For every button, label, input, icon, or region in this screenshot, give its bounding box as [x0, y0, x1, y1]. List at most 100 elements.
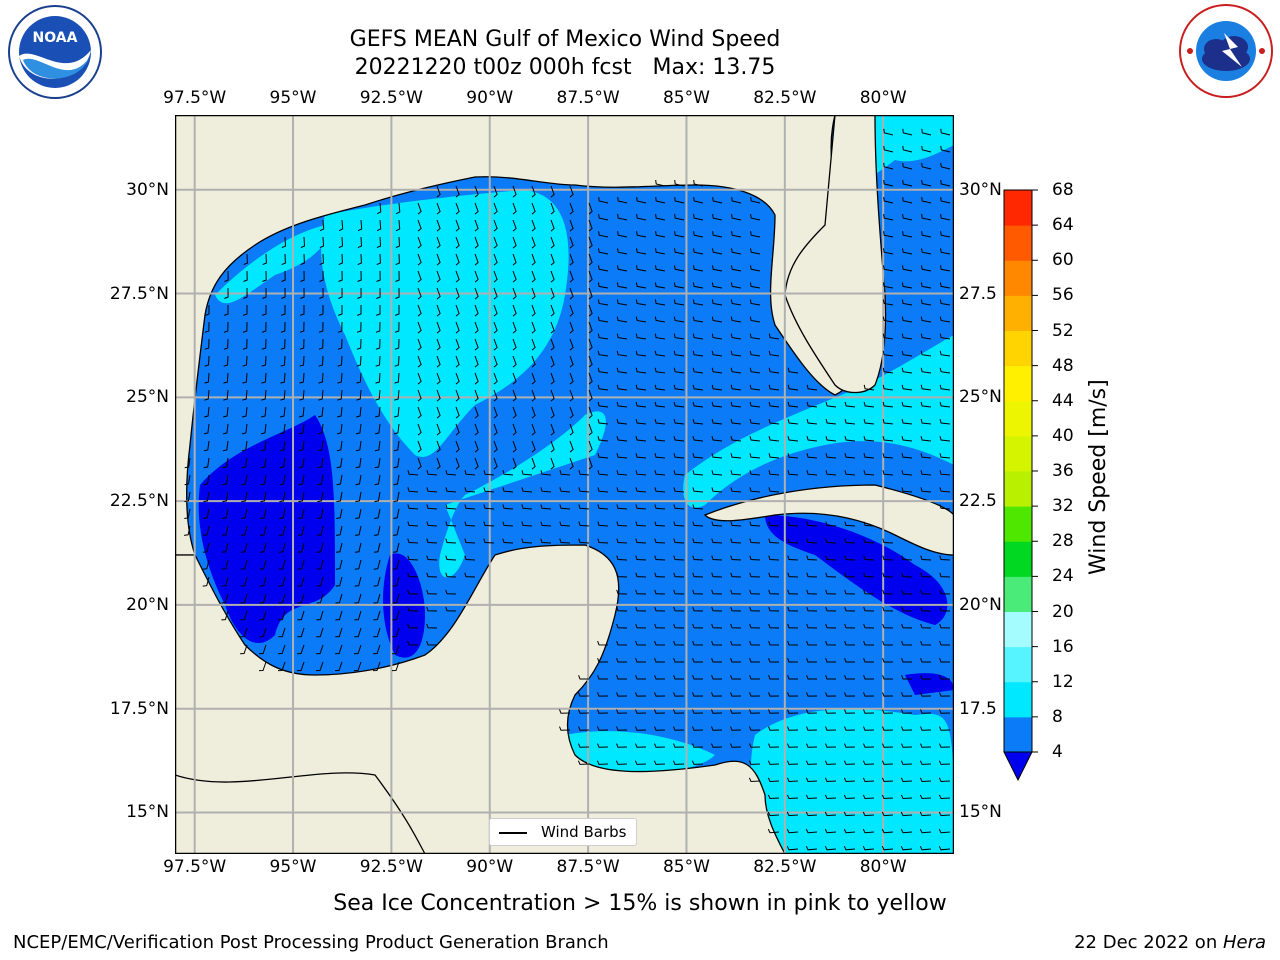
wind-barb [319, 305, 324, 316]
wind-barb [426, 521, 438, 527]
wind-barb [805, 777, 818, 783]
wind-barb [749, 709, 761, 714]
wind-barb [616, 743, 628, 748]
wind-barb [521, 521, 533, 527]
wind-barb [883, 214, 894, 221]
wind-barb [635, 606, 647, 612]
wind-barb [730, 606, 742, 612]
wind-barb [882, 555, 894, 561]
wind-barb [318, 372, 324, 384]
wind-barb [221, 542, 229, 553]
wind-barb [616, 589, 628, 595]
wind-barb [588, 457, 593, 470]
wind-barb [672, 760, 685, 765]
wind-barb [806, 606, 818, 612]
wind-barb [768, 470, 780, 476]
wind-barb [242, 406, 248, 418]
wind-barb [939, 282, 951, 289]
wind-barb [280, 406, 286, 418]
wind-barb [259, 644, 267, 655]
wind-barb [474, 253, 479, 266]
wind-barb [900, 794, 913, 800]
wind-barb [426, 623, 438, 629]
wind-barb [901, 709, 913, 714]
wind-barb [768, 333, 780, 340]
wind-barb [616, 299, 628, 306]
wind-barb [920, 692, 932, 697]
wind-barb [531, 355, 536, 368]
wind-barb [204, 406, 210, 418]
top-lon-tick-label: 95°W [269, 88, 317, 108]
wind-barb [317, 440, 324, 452]
wind-barb [577, 760, 590, 765]
wind-barb [636, 265, 647, 272]
wind-barb [825, 726, 837, 731]
wind-barb [338, 270, 343, 282]
colorbar-tick-label: 68 [1052, 180, 1074, 200]
colorbar-segment [1004, 400, 1032, 437]
wind-barb [692, 350, 704, 357]
wind-barb [768, 606, 780, 612]
wind-barb [559, 504, 571, 510]
wind-barb [843, 845, 856, 851]
wind-barb [221, 610, 229, 621]
wind-barb [337, 321, 343, 333]
wind-barb [883, 162, 894, 170]
wind-barb [939, 384, 951, 391]
wind-barb [512, 236, 517, 249]
wind-barb [531, 440, 536, 453]
colorbar-tick-label: 20 [1052, 601, 1074, 622]
wind-barb [749, 316, 761, 323]
wind-barb [654, 401, 666, 408]
colorbar-segment [1004, 190, 1032, 226]
wind-barb [844, 709, 856, 714]
wind-barb [673, 453, 685, 459]
wind-barb [673, 726, 685, 731]
wind-barb [692, 726, 704, 731]
wind-barb [844, 675, 855, 680]
wind-barb [335, 644, 343, 655]
wind-barb [222, 423, 229, 435]
wind-barb [355, 508, 362, 519]
wind-barb [464, 487, 476, 493]
wind-barb [356, 338, 362, 350]
wind-barb [711, 538, 723, 544]
colorbar-segment [1004, 295, 1032, 331]
wind-barb [920, 299, 932, 306]
wind-barb [768, 675, 779, 680]
wind-barb [844, 743, 856, 748]
wind-barb [616, 350, 628, 357]
wind-barb [393, 440, 400, 452]
wind-barb [336, 525, 343, 536]
wind-barb [862, 794, 875, 800]
wind-barb [863, 692, 875, 697]
wind-barb [455, 406, 460, 419]
wind-barb [374, 508, 381, 519]
wind-barb [673, 675, 684, 680]
wind-barb [436, 253, 441, 266]
sea-ice-caption: Sea Ice Concentration > 15% is shown in … [333, 891, 947, 916]
wind-barb [825, 743, 837, 748]
bottom-lon-tick-label: 85°W [662, 857, 710, 877]
wind-barb [436, 202, 441, 215]
wind-barb [730, 726, 742, 731]
wind-barb [919, 760, 932, 765]
wind-barb [920, 418, 932, 425]
wind-barb [455, 321, 460, 334]
wind-barb [920, 436, 932, 442]
wind-barb [373, 593, 381, 604]
wind-barb [692, 487, 704, 493]
wind-barb [550, 253, 555, 266]
wind-barb [373, 542, 381, 553]
wind-barb [407, 589, 419, 595]
wind-barb [919, 845, 932, 851]
wind-barb [920, 316, 932, 323]
wind-barb [223, 372, 229, 384]
wind-barb [939, 572, 951, 578]
wind-barb [375, 321, 381, 333]
colorbar [1003, 189, 1038, 782]
wind-barb [354, 644, 362, 655]
wind-barb [540, 504, 552, 510]
wind-barb [597, 299, 609, 306]
wind-barb [806, 384, 818, 391]
